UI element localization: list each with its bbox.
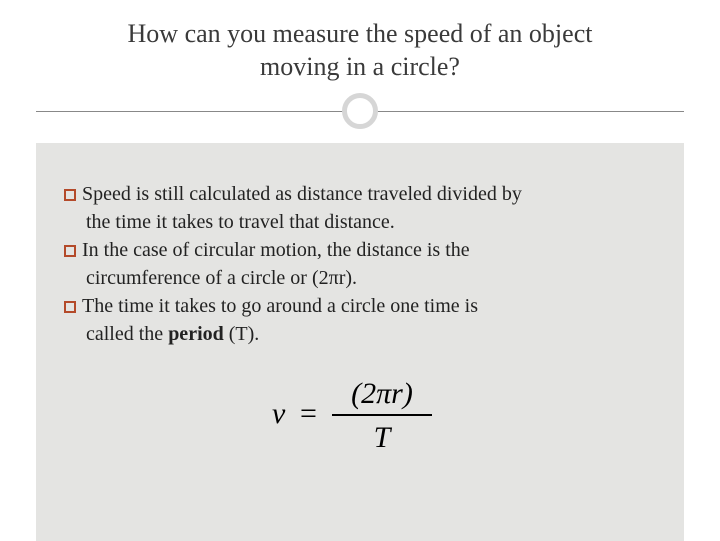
bullet-item: In the case of circular motion, the dist… <box>64 237 656 263</box>
title-area: How can you measure the speed of an obje… <box>0 0 720 83</box>
formula-svg: v = (2πr) T <box>260 373 460 457</box>
formula-equals: = <box>300 397 317 430</box>
content-area: Speed is still calculated as distance tr… <box>36 143 684 541</box>
text-fragment: called the <box>86 323 168 345</box>
title-divider <box>0 93 720 129</box>
period-term: period <box>168 323 224 345</box>
formula-numerator: (2πr) <box>351 377 413 410</box>
title-line-2: moving in a circle? <box>260 52 460 81</box>
slide: How can you measure the speed of an obje… <box>0 0 720 540</box>
bullet-text: Speed is still calculated as distance tr… <box>82 183 522 205</box>
bullet-square-icon <box>64 189 76 201</box>
formula-lhs: v <box>272 397 286 430</box>
title-line-1: How can you measure the speed of an obje… <box>128 19 593 48</box>
velocity-formula: v = (2πr) T <box>64 373 656 462</box>
bullet-item: The time it takes to go around a circle … <box>64 293 656 319</box>
bullet-item: Speed is still calculated as distance tr… <box>64 181 656 207</box>
bullet-continuation: the time it takes to travel that distanc… <box>64 209 656 235</box>
bullet-continuation: circumference of a circle or (2πr). <box>64 265 656 291</box>
bullet-continuation: called the period (T). <box>64 321 656 347</box>
bullet-square-icon <box>64 245 76 257</box>
divider-circle-icon <box>342 93 378 129</box>
text-fragment: (T). <box>224 323 260 345</box>
formula-denominator: T <box>374 421 393 454</box>
slide-title: How can you measure the speed of an obje… <box>60 18 660 83</box>
bullet-text: In the case of circular motion, the dist… <box>82 239 470 261</box>
bullet-square-icon <box>64 301 76 313</box>
bullet-text: The time it takes to go around a circle … <box>82 295 478 317</box>
